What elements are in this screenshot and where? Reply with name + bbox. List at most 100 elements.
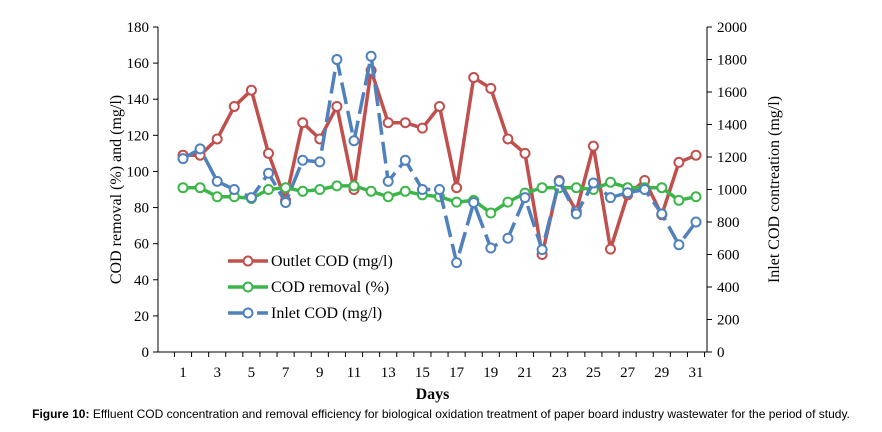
cod-removal-point: [399, 185, 411, 197]
x-tick-label: 13: [381, 365, 396, 381]
x-axis-title: Days: [416, 386, 450, 403]
outlet-cod-point: [673, 156, 685, 168]
x-tick-label: 27: [620, 365, 636, 381]
inlet-cod-point: [297, 154, 309, 166]
inlet-cod-point: [382, 175, 394, 187]
inlet-cod-point: [468, 197, 480, 208]
inlet-cod-point: [587, 177, 599, 189]
outlet-cod-point: [211, 133, 223, 145]
inlet-cod-point: [502, 232, 514, 244]
inlet-cod-point: [177, 153, 189, 165]
inlet-cod-point: [570, 208, 582, 220]
cod-removal-point: [177, 182, 189, 194]
cod-removal-point: [348, 180, 360, 192]
outlet-cod-point: [605, 243, 616, 255]
outlet-cod-point: [399, 117, 411, 129]
outlet-cod-point: [587, 140, 599, 152]
right-tick-label: 1200: [717, 150, 747, 166]
right-tick-label: 600: [717, 248, 740, 264]
x-ticks: 1 3 5 7 9 11 13 15 17 19 21 23 25 27 29 31: [173, 352, 706, 381]
figure-caption: Figure 10: Effluent COD concentration an…: [0, 407, 882, 421]
inlet-cod-point: [434, 184, 445, 195]
outlet-cod-point: [228, 100, 240, 112]
inlet-cod-point: [365, 50, 377, 62]
cod-removal-point: [263, 184, 274, 195]
inlet-cod-point: [605, 192, 616, 204]
x-tick-label: 29: [654, 365, 669, 381]
right-tick-label: 1000: [717, 183, 747, 199]
cod-removal-point: [656, 182, 668, 194]
cod-removal-point: [331, 180, 343, 192]
inlet-cod-point: [519, 192, 531, 204]
left-tick-label: 100: [127, 164, 150, 180]
outlet-cod-point: [297, 117, 309, 129]
x-tick-label: 9: [316, 365, 324, 381]
right-axis-title: Inlet COD contreation (mg/l): [766, 96, 783, 283]
outlet-cod-point: [690, 149, 702, 161]
cod-removal-legend-marker: [242, 281, 254, 293]
outlet-cod-legend-marker: [242, 255, 254, 267]
inlet-cod-point: [263, 167, 274, 179]
inlet-cod-point: [416, 184, 428, 195]
left-tick-label: 0: [142, 345, 150, 361]
inlet-cod-point: [485, 242, 497, 254]
caption-text: Effluent COD concentration and removal e…: [92, 407, 850, 421]
cod-removal-point: [365, 185, 377, 197]
outlet-cod-point: [451, 182, 463, 194]
cod-removal-series: [177, 176, 702, 219]
cod-removal-point: [382, 191, 394, 203]
outlet-cod-point: [382, 117, 394, 129]
cod-removal-point: [451, 196, 463, 208]
outlet-cod-point: [468, 72, 480, 84]
inlet-cod-point: [314, 156, 326, 168]
x-tick-label: 1: [179, 365, 187, 381]
inlet-cod-point: [656, 208, 668, 220]
cod-removal-legend-label: COD removal (%): [271, 279, 389, 296]
outlet-cod-point: [519, 147, 531, 159]
inlet-cod-point: [399, 154, 411, 166]
x-tick-label: 25: [586, 365, 601, 381]
outlet-cod-point: [485, 82, 497, 94]
outlet-cod-point: [245, 84, 257, 96]
x-tick-label: 17: [449, 365, 465, 381]
inlet-cod-point: [280, 197, 292, 208]
x-tick-label: 3: [213, 365, 221, 381]
left-tick-label: 160: [127, 56, 150, 72]
inlet-cod-point: [194, 143, 206, 155]
right-tick-label: 1400: [717, 118, 747, 134]
cod-removal-point: [605, 176, 616, 188]
outlet-cod-series: [177, 64, 702, 260]
right-tick-label: 200: [717, 313, 740, 329]
left-tick-label: 60: [134, 237, 149, 253]
caption-label: Figure 10:: [32, 407, 90, 421]
cod-removal-point: [502, 196, 514, 208]
left-axis-title: COD removal (%) and (mg/l): [108, 95, 125, 284]
cod-removal-point: [673, 194, 685, 206]
outlet-cod-line: [183, 68, 697, 257]
right-tick-label: 400: [717, 280, 740, 296]
x-tick-label: 23: [552, 365, 567, 381]
x-tick-label: 19: [483, 365, 498, 381]
left-tick-label: 80: [134, 201, 149, 217]
cod-removal-point: [536, 182, 548, 194]
inlet-cod-point: [211, 175, 223, 187]
inlet-cod-point: [622, 187, 634, 199]
x-tick-label: 11: [347, 365, 361, 381]
x-tick-label: 7: [282, 365, 290, 381]
cod-removal-point: [570, 182, 582, 194]
outlet-cod-point: [416, 122, 428, 134]
cod-removal-point: [194, 182, 206, 194]
inlet-cod-point: [536, 244, 548, 256]
inlet-cod-legend-marker: [242, 307, 254, 319]
inlet-cod-series: [177, 50, 702, 269]
right-tick-label: 2000: [717, 20, 747, 36]
x-tick-label: 31: [689, 365, 704, 381]
outlet-cod-point: [502, 133, 514, 145]
inlet-cod-point: [451, 257, 463, 269]
x-tick-label: 21: [518, 365, 533, 381]
left-tick-label: 140: [127, 92, 150, 108]
legend: Outlet COD (mg/l) COD removal (%) Inlet CO…: [228, 253, 393, 322]
cod-removal-point: [297, 185, 309, 197]
outlet-cod-point: [434, 100, 445, 112]
